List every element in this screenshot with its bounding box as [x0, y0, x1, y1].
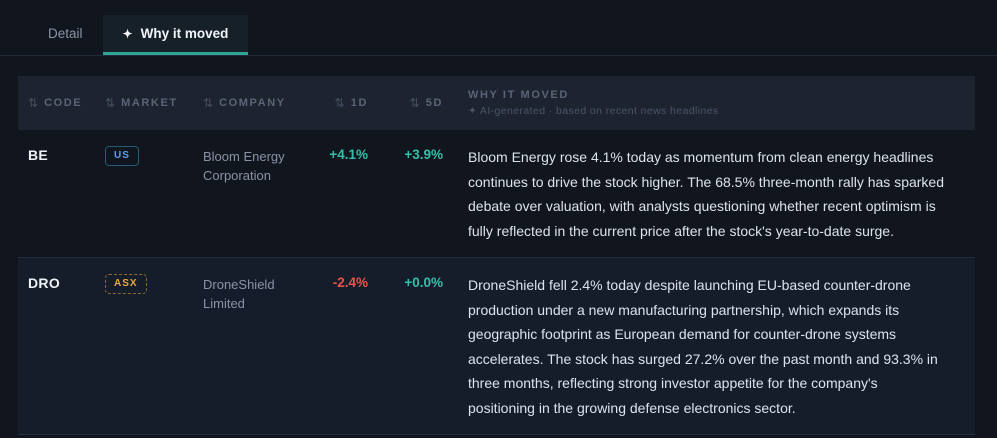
- watchlist-table: ⇅ CODE ⇅ MARKET ⇅ COMPANY ⇅ 1D ⇅ 5D WHY …: [18, 76, 975, 438]
- column-header-market[interactable]: ⇅ MARKET: [105, 96, 203, 110]
- tab-bar: Detail ✦ Why it moved: [0, 0, 997, 56]
- column-header-market-label: MARKET: [121, 97, 178, 109]
- why-it-moved-text: DroneShield fell 2.4% today despite laun…: [468, 277, 938, 416]
- column-header-1d[interactable]: ⇅ 1D: [313, 96, 368, 110]
- market-badge: ASX: [105, 274, 147, 294]
- column-header-1d-label: 1D: [350, 97, 368, 109]
- market-cell: ASX: [105, 273, 203, 294]
- tab-why-it-moved-label: Why it moved: [140, 26, 229, 41]
- change-5d: +0.0%: [404, 275, 443, 290]
- change-1d: -2.4%: [332, 275, 368, 290]
- market-badge: US: [105, 146, 139, 166]
- table-header-row: ⇅ CODE ⇅ MARKET ⇅ COMPANY ⇅ 1D ⇅ 5D WHY …: [18, 76, 975, 130]
- ai-generated-note: ✦ AI-generated · based on recent news he…: [468, 105, 719, 117]
- why-it-moved-text: Bloom Energy rose 4.1% today as momentum…: [468, 149, 945, 239]
- company-name: Bloom Energy Corporation: [203, 149, 285, 183]
- ticker-code: DRO: [28, 275, 61, 291]
- column-header-company-label: COMPANY: [219, 97, 286, 109]
- sort-icon: ⇅: [105, 96, 116, 110]
- column-header-why-label: WHY IT MOVED: [468, 89, 569, 101]
- ticker-code: BE: [28, 147, 49, 163]
- column-header-5d-label: 5D: [425, 97, 443, 109]
- change-1d: +4.1%: [329, 147, 368, 162]
- tab-detail-label: Detail: [48, 26, 83, 41]
- market-cell: US: [105, 145, 203, 166]
- table-row[interactable]: BE US Bloom Energy Corporation +4.1% +3.…: [18, 130, 975, 257]
- sort-icon: ⇅: [28, 96, 39, 110]
- company-name: DroneShield Limited: [203, 277, 275, 311]
- change-5d: +3.9%: [404, 147, 443, 162]
- column-header-why-it-moved: WHY IT MOVED ✦ AI-generated · based on r…: [443, 89, 975, 117]
- column-header-company[interactable]: ⇅ COMPANY: [203, 96, 313, 110]
- column-header-code-label: CODE: [44, 97, 83, 109]
- column-header-5d[interactable]: ⇅ 5D: [368, 96, 443, 110]
- column-header-code[interactable]: ⇅ CODE: [18, 96, 105, 110]
- sort-icon: ⇅: [334, 96, 345, 110]
- tab-why-it-moved[interactable]: ✦ Why it moved: [102, 15, 249, 55]
- tab-detail[interactable]: Detail: [28, 15, 103, 55]
- next-row-partial: [18, 434, 975, 438]
- sort-icon: ⇅: [409, 96, 420, 110]
- sparkle-icon: ✦: [122, 26, 133, 41]
- table-body: BE US Bloom Energy Corporation +4.1% +3.…: [18, 130, 975, 434]
- sort-icon: ⇅: [203, 96, 214, 110]
- table-row[interactable]: DRO ASX DroneShield Limited -2.4% +0.0% …: [18, 257, 975, 434]
